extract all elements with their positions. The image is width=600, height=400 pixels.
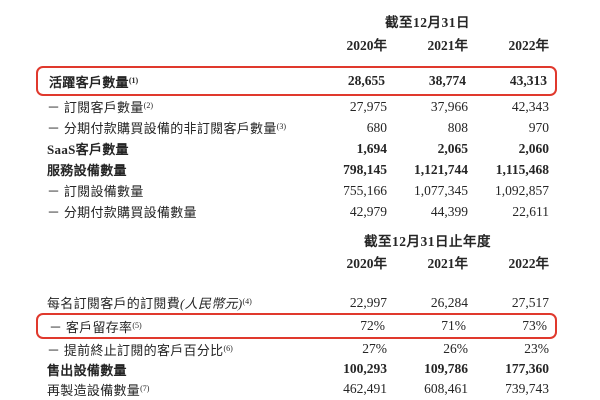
table-row-subscription-fee: 每名訂閱客戶的訂閱費(人民幣元)(4) 22,997 26,284 27,517	[36, 292, 557, 313]
cell-2020: 28,655	[347, 73, 385, 88]
table-row-remanufactured-devices: 再製造設備數量(7) 462,491 608,461 739,743	[36, 379, 557, 399]
table1-year-header-row: 2020年 2021年 2022年	[36, 33, 557, 54]
table-row-customer-retention-rate: － 客戶留存率(5) 72% 71% 73%	[36, 313, 557, 339]
table2-section: 截至12月31日止年度 2020年 2021年 2022年 每名訂閱客戶的訂閱費…	[36, 232, 557, 399]
cell-2021: 2,065	[437, 140, 468, 156]
footnote-marker: (4)	[242, 297, 252, 306]
table1-period-header: 截至12月31日	[385, 15, 470, 30]
table-row-subscription-customers: － 訂閱客戶數量(2) 27,975 37,966 42,343	[36, 96, 557, 117]
year-2021-header: 2021年	[427, 37, 469, 53]
table-row-active-customers: 活躍客戶數量(1) 28,655 38,774 43,313	[36, 66, 557, 96]
row-label: SaaS客戶數量	[47, 142, 129, 157]
cell-2020: 1,694	[356, 140, 387, 156]
cell-2020: 680	[366, 119, 387, 135]
row-label: － 訂閱設備數量	[47, 184, 144, 199]
row-label: － 客戶留存率(5)	[49, 319, 142, 335]
table1-period-header-row: 截至12月31日	[36, 13, 557, 30]
footnote-marker: (1)	[128, 75, 139, 85]
cell-2021: 26%	[443, 341, 468, 356]
cell-2022: 43,313	[509, 73, 547, 88]
row-label: 每名訂閱客戶的訂閱費(人民幣元)(4)	[47, 296, 252, 311]
table-row-saas-customers: SaaS客戶數量 1,694 2,065 2,060	[36, 138, 557, 159]
cell-2022: 73%	[522, 318, 547, 333]
cell-2020: 462,491	[343, 381, 387, 396]
footnote-marker: (3)	[276, 122, 286, 131]
table-row-early-termination-pct: － 提前終止訂閱的客戶百分比(6) 27% 26% 23%	[36, 339, 557, 359]
cell-2020: 100,293	[343, 361, 387, 376]
footnote-marker: (5)	[132, 320, 142, 330]
year-2020-header: 2020年	[346, 37, 388, 53]
cell-2020: 798,145	[343, 161, 387, 177]
cell-2021: 26,284	[430, 294, 468, 310]
cell-2020: 755,166	[343, 182, 387, 198]
cell-2022: 177,360	[505, 361, 549, 376]
year-2020-header: 2020年	[346, 255, 388, 271]
cell-2020: 27%	[362, 341, 387, 356]
row-label: 售出設備數量	[47, 362, 127, 378]
row-label: － 訂閱客戶數量(2)	[47, 100, 153, 115]
year-2022-header: 2022年	[508, 255, 550, 271]
footnote-marker: (7)	[140, 383, 150, 393]
cell-2021: 44,399	[430, 203, 468, 219]
year-2022-header: 2022年	[508, 37, 550, 53]
cell-2020: 27,975	[349, 98, 387, 114]
cell-2022: 42,343	[511, 98, 549, 114]
table-row-serviced-devices: 服務設備數量 798,145 1,121,744 1,115,468	[36, 159, 557, 180]
row-label: － 分期付款購買設備數量	[47, 205, 197, 220]
cell-2022: 27,517	[511, 294, 549, 310]
row-label: － 分期付款購買設備的非訂閱客戶數量(3)	[47, 121, 286, 136]
footnote-marker: (6)	[223, 343, 233, 353]
operating-metrics-table: 截至12月31日 2020年 2021年 2022年 活躍客戶數量(1) 28,…	[36, 13, 557, 399]
footnote-marker: (2)	[143, 101, 153, 110]
year-2021-header: 2021年	[427, 255, 469, 271]
cell-2021: 1,077,345	[414, 182, 468, 198]
row-label: 服務設備數量	[47, 163, 127, 178]
table2-period-header: 截至12月31日止年度	[364, 234, 491, 249]
row-label: 活躍客戶數量(1)	[49, 74, 139, 90]
table2-period-header-row: 截至12月31日止年度	[36, 232, 557, 249]
table-row-devices-sold: 售出設備數量 100,293 109,786 177,360	[36, 359, 557, 379]
cell-2022: 739,743	[505, 381, 549, 396]
cell-2022: 22,611	[512, 203, 549, 219]
table2-year-header-row: 2020年 2021年 2022年	[36, 251, 557, 272]
cell-2022: 23%	[524, 341, 549, 356]
cell-2022: 1,115,468	[495, 161, 549, 177]
table-row-installment-nonsub-customers: － 分期付款購買設備的非訂閱客戶數量(3) 680 808 970	[36, 117, 557, 138]
row-label-parenthetical: (人民幣元)	[180, 296, 243, 311]
cell-2021: 1,121,744	[414, 161, 468, 177]
cell-2021: 38,774	[428, 73, 466, 88]
cell-2022: 2,060	[518, 140, 549, 156]
cell-2021: 608,461	[424, 381, 468, 396]
cell-2020: 42,979	[349, 203, 387, 219]
cell-2021: 109,786	[424, 361, 468, 376]
cell-2021: 71%	[441, 318, 466, 333]
cell-2021: 37,966	[430, 98, 468, 114]
row-label: 再製造設備數量(7)	[47, 382, 150, 398]
cell-2020: 72%	[360, 318, 385, 333]
cell-2022: 970	[528, 119, 549, 135]
cell-2020: 22,997	[349, 294, 387, 310]
cell-2022: 1,092,857	[495, 182, 549, 198]
table-row-subscription-devices: － 訂閱設備數量 755,166 1,077,345 1,092,857	[36, 180, 557, 201]
table-row-installment-devices: － 分期付款購買設備數量 42,979 44,399 22,611	[36, 201, 557, 222]
cell-2021: 808	[447, 119, 468, 135]
row-label: － 提前終止訂閱的客戶百分比(6)	[47, 342, 233, 358]
